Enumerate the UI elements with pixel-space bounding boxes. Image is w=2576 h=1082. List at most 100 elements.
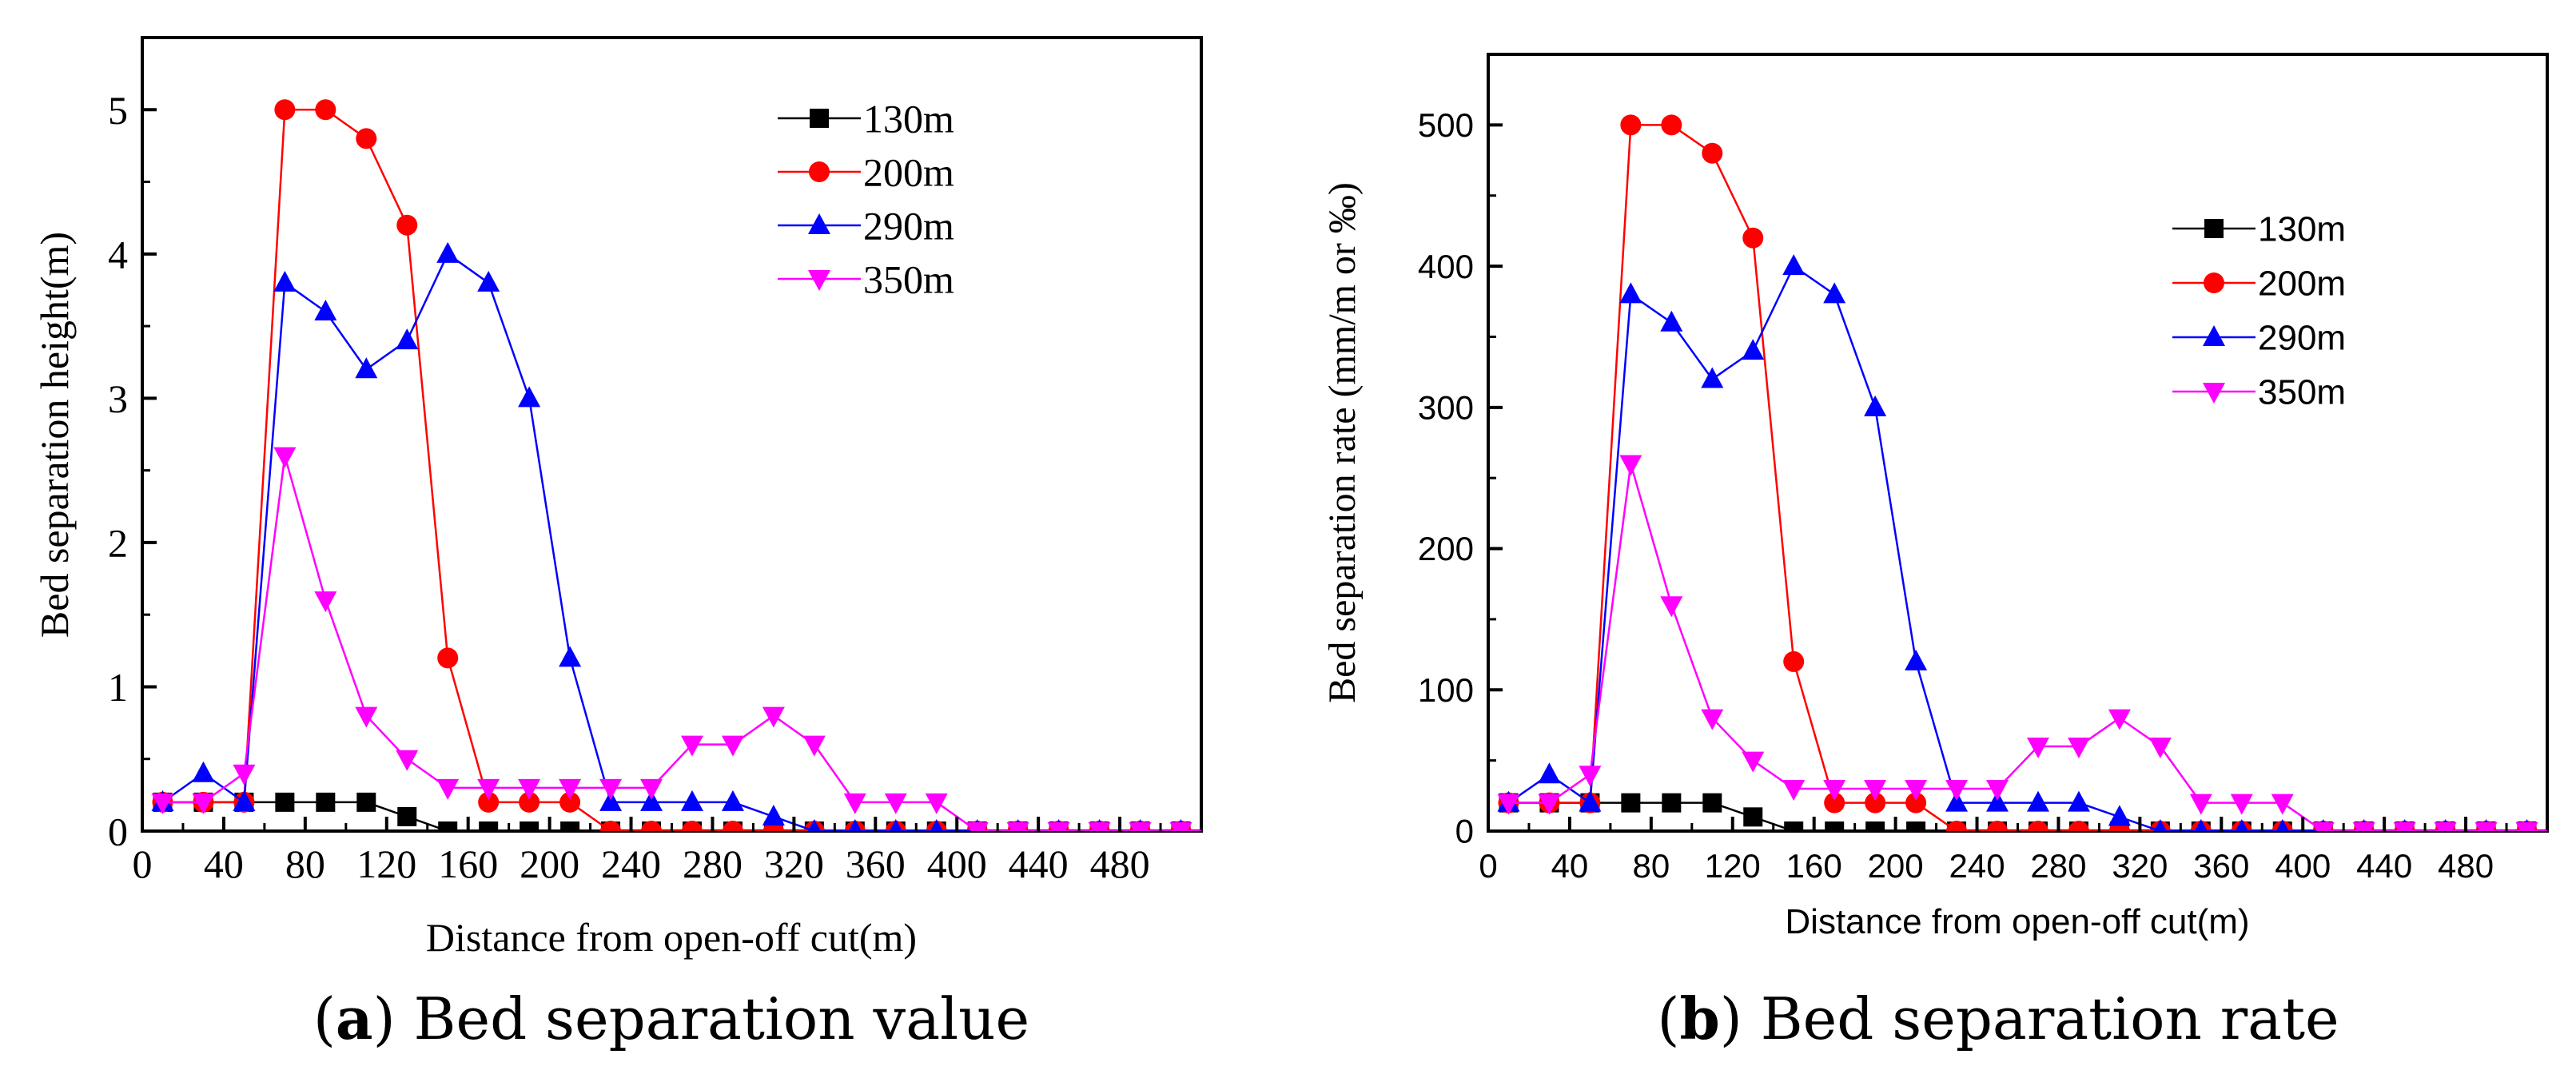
data-point [848, 819, 862, 831]
data-point [2311, 822, 2335, 831]
x-tick-label: 320 [764, 841, 824, 886]
plot-frame [141, 36, 1203, 833]
y-axis-ticks: 0 1 2 3 4 5 [108, 88, 157, 854]
data-point [1986, 779, 2009, 801]
data-point [1701, 709, 1724, 730]
legend-entry: 350m [2172, 372, 2346, 412]
data-point [1945, 790, 1969, 812]
legend-marker [2204, 272, 2224, 293]
x-axis-ticks: 0 40 80 120 160 200 240 280 320 360 400 440 480 [133, 817, 1162, 886]
x-axis-ticks: 0 40 80 120 160 200 240 280 320 360 400 440 480 [1479, 817, 2508, 885]
plot-frame [1487, 53, 2549, 833]
data-point [1742, 339, 1765, 360]
panel-caption: (a) Bed separation value [313, 985, 1029, 1052]
series-line [1508, 463, 2547, 831]
data-point [2194, 819, 2208, 831]
data-point [762, 706, 785, 728]
panel-b: 0 40 80 120 160 200 240 280 320 360 400 440 480 0 100… [1321, 53, 2576, 1052]
legend-marker [810, 109, 829, 128]
legend-entry: 350m [778, 257, 954, 302]
data-point [640, 778, 663, 800]
data-point [397, 806, 417, 826]
data-point [1824, 792, 1845, 813]
data-point [1864, 779, 1887, 801]
legend-marker [809, 161, 830, 182]
x-tick-label: 240 [1949, 847, 2005, 885]
data-point [599, 778, 623, 800]
series-line [162, 801, 1201, 831]
data-point [1782, 254, 1806, 276]
data-point [2556, 822, 2576, 843]
data-point [315, 99, 336, 121]
data-point [436, 778, 460, 800]
y-axis-label: Bed separation height(m) [32, 232, 77, 638]
data-point [438, 821, 458, 831]
data-point [1169, 822, 1192, 831]
y-tick-label: 0 [1455, 813, 1474, 850]
data-point [1538, 762, 1561, 784]
data-point [2557, 821, 2576, 841]
legend-entry: 130m [778, 97, 954, 141]
data-point [478, 791, 500, 813]
data-point [1905, 792, 1927, 813]
data-point [1579, 766, 1602, 787]
data-point [2271, 794, 2294, 815]
data-point [1210, 819, 1232, 840]
data-point [1945, 779, 1969, 801]
series-group [151, 99, 1232, 840]
legend-label: 200m [863, 150, 954, 195]
caption-text: Bed separation value [396, 985, 1029, 1052]
x-tick-label: 280 [2030, 847, 2086, 885]
data-point [1783, 650, 1805, 672]
data-point [314, 591, 337, 613]
data-point [640, 790, 663, 811]
data-point [1742, 751, 1765, 773]
legend-label: 130m [2258, 209, 2346, 249]
data-point [1006, 822, 1029, 831]
data-point [1129, 822, 1152, 831]
data-point [396, 214, 418, 236]
data-point [1660, 310, 1683, 332]
series-line [162, 109, 1201, 831]
data-point [396, 328, 419, 350]
caption-letter: b [1679, 985, 1719, 1052]
data-point [1742, 227, 1764, 249]
data-point [1619, 455, 1642, 476]
data-point [316, 792, 336, 812]
data-point [2474, 822, 2498, 831]
data-point [2235, 819, 2248, 831]
data-point [721, 735, 744, 757]
data-point [1702, 142, 1723, 164]
data-point [1701, 367, 1724, 388]
series-group [1497, 114, 2576, 843]
data-point [966, 822, 989, 831]
data-point [681, 821, 703, 831]
data-point [1905, 779, 1928, 801]
legend-label: 350m [2258, 372, 2346, 412]
x-axis-label: Distance from open-off cut(m) [426, 915, 917, 960]
data-point [2068, 821, 2089, 831]
data-point [1782, 779, 1806, 801]
x-tick-label: 200 [520, 841, 579, 886]
data-point [1905, 649, 1928, 670]
legend-marker [2203, 383, 2225, 404]
legend: 130m 200m 290m 350m [778, 97, 954, 302]
legend-entry: 200m [778, 150, 954, 195]
y-tick-label: 1 [108, 665, 128, 710]
caption-letter: a [336, 985, 373, 1052]
data-point [599, 790, 623, 811]
legend-entry: 200m [2172, 264, 2346, 303]
data-point [1823, 282, 1846, 304]
x-tick-label: 40 [1551, 847, 1589, 885]
data-point [721, 790, 744, 811]
legend-label: 350m [863, 257, 954, 302]
x-tick-label: 400 [2275, 847, 2331, 885]
data-point [925, 793, 948, 814]
data-point [1047, 822, 1070, 831]
data-point [355, 357, 378, 379]
data-point [884, 793, 907, 814]
legend-label: 130m [863, 97, 954, 141]
series-line [162, 455, 1201, 831]
data-point [843, 793, 866, 814]
